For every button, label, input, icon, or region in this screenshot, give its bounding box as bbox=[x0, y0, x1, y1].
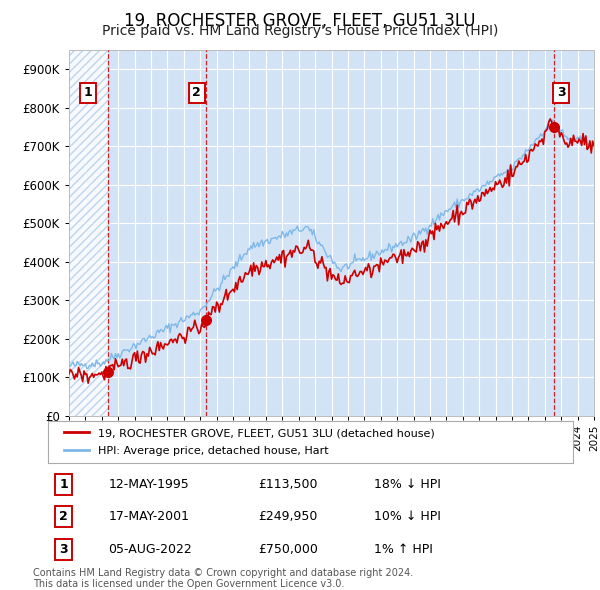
Text: 2: 2 bbox=[59, 510, 68, 523]
Text: £249,950: £249,950 bbox=[258, 510, 317, 523]
Bar bbox=[554, 50, 594, 416]
Bar bbox=[69, 50, 108, 416]
Legend: 19, ROCHESTER GROVE, FLEET, GU51 3LU (detached house), HPI: Average price, detac: 19, ROCHESTER GROVE, FLEET, GU51 3LU (de… bbox=[59, 422, 440, 461]
Text: £750,000: £750,000 bbox=[258, 543, 318, 556]
Text: Price paid vs. HM Land Registry's House Price Index (HPI): Price paid vs. HM Land Registry's House … bbox=[102, 24, 498, 38]
Text: 10% ↓ HPI: 10% ↓ HPI bbox=[373, 510, 440, 523]
Text: 19, ROCHESTER GROVE, FLEET, GU51 3LU: 19, ROCHESTER GROVE, FLEET, GU51 3LU bbox=[124, 12, 476, 30]
Text: 12-MAY-1995: 12-MAY-1995 bbox=[109, 478, 189, 491]
Text: 3: 3 bbox=[557, 86, 565, 99]
Text: 17-MAY-2001: 17-MAY-2001 bbox=[109, 510, 190, 523]
Text: 3: 3 bbox=[59, 543, 68, 556]
Text: 05-AUG-2022: 05-AUG-2022 bbox=[109, 543, 192, 556]
Text: 2: 2 bbox=[192, 86, 201, 99]
Text: Contains HM Land Registry data © Crown copyright and database right 2024.
This d: Contains HM Land Registry data © Crown c… bbox=[33, 568, 413, 589]
Text: 18% ↓ HPI: 18% ↓ HPI bbox=[373, 478, 440, 491]
Text: 1% ↑ HPI: 1% ↑ HPI bbox=[373, 543, 433, 556]
Bar bbox=[206, 50, 554, 416]
Bar bbox=[108, 50, 206, 416]
Text: 1: 1 bbox=[84, 86, 92, 99]
Text: £113,500: £113,500 bbox=[258, 478, 317, 491]
Text: 1: 1 bbox=[59, 478, 68, 491]
